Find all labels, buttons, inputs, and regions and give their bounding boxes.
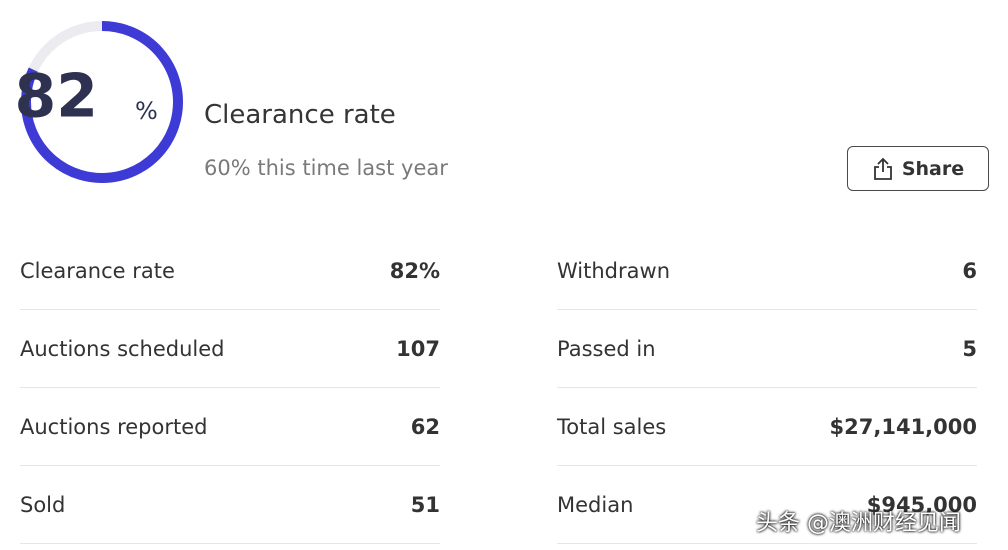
stat-row: Median $945,000 xyxy=(557,466,977,544)
gauge-subtitle: 60% this time last year xyxy=(204,156,448,180)
stat-value: $945,000 xyxy=(866,492,977,517)
stats-right: Withdrawn 6 Passed in 5 Total sales $27,141,0… xyxy=(557,232,977,544)
stat-value: 82% xyxy=(389,258,440,283)
stat-label: Auctions reported xyxy=(20,414,208,439)
stat-label: Auctions scheduled xyxy=(20,336,225,361)
stat-label: Median xyxy=(557,492,634,517)
gauge-unit: % xyxy=(135,97,158,125)
stat-label: Passed in xyxy=(557,336,656,361)
stat-row: Auctions scheduled 107 xyxy=(20,310,440,388)
share-button[interactable]: Share xyxy=(847,146,989,191)
stats-left: Clearance rate 82% Auctions scheduled 107 Au… xyxy=(20,232,440,544)
watermark: 头条 @澳洲财经见闻 xyxy=(756,511,961,536)
stat-label: Withdrawn xyxy=(557,258,670,283)
gauge-title: Clearance rate xyxy=(204,100,396,130)
stat-label: Total sales xyxy=(557,414,667,439)
stat-value: 62 xyxy=(410,414,440,439)
share-label: Share xyxy=(901,157,965,180)
stat-label: Sold xyxy=(20,492,66,517)
stat-row: Auctions reported 62 xyxy=(20,388,440,466)
stat-row: Withdrawn 6 xyxy=(557,232,977,310)
stat-label: Clearance rate xyxy=(20,258,175,283)
stat-row: Sold 51 xyxy=(20,466,440,544)
gauge: 82 % xyxy=(15,21,183,183)
stat-row: Clearance rate 82% xyxy=(20,232,440,310)
gauge-value: 82 xyxy=(15,62,99,132)
share-icon xyxy=(873,157,892,180)
stat-row: Passed in 5 xyxy=(557,310,977,388)
stat-value: 51 xyxy=(410,492,440,517)
stat-row: Total sales $27,141,000 xyxy=(557,388,977,466)
stat-value: 5 xyxy=(962,336,977,361)
stat-value: $27,141,000 xyxy=(829,414,977,439)
stat-value: 107 xyxy=(396,336,440,361)
gauge-arc xyxy=(21,21,183,183)
stat-value: 6 xyxy=(962,258,977,283)
